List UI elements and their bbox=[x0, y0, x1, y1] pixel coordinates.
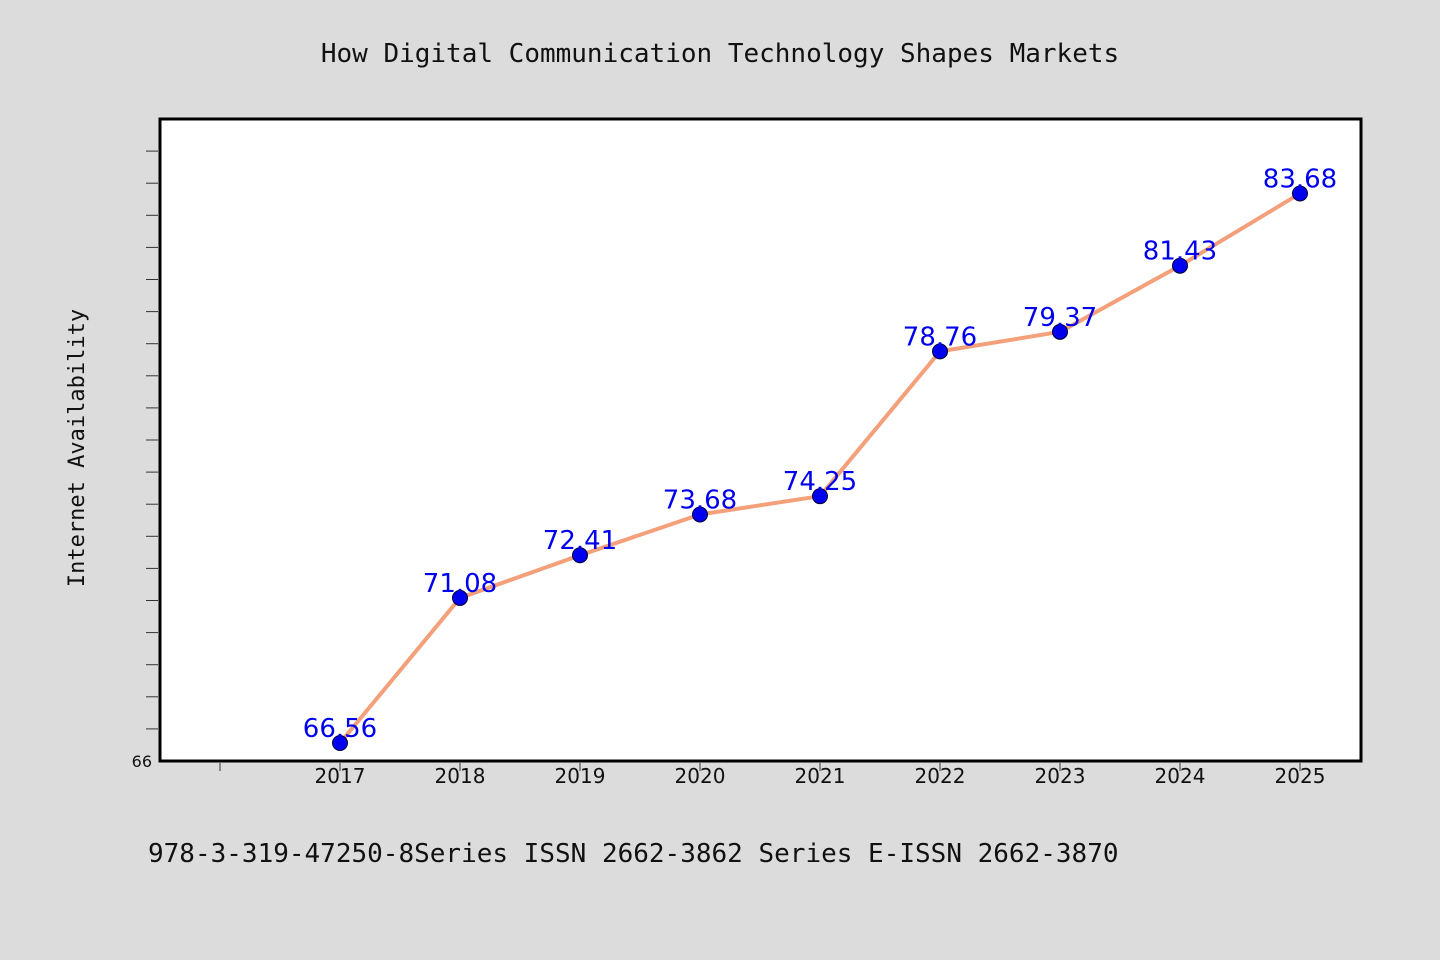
x-tick-label: 2022 bbox=[915, 764, 966, 788]
y-axis-title: Internet Availability bbox=[65, 309, 90, 587]
x-tick-label: 2024 bbox=[1155, 764, 1206, 788]
plot-area bbox=[158, 117, 1363, 763]
x-tick-label: 2019 bbox=[555, 764, 606, 788]
data-point bbox=[1052, 323, 1068, 340]
data-point bbox=[572, 547, 588, 564]
data-label: 78.76 bbox=[903, 322, 977, 352]
data-markers bbox=[332, 185, 1308, 752]
data-label: 72.41 bbox=[543, 526, 617, 556]
chart-title: How Digital Communication Technology Sha… bbox=[321, 39, 1119, 69]
x-axis-ticks bbox=[219, 763, 1301, 771]
x-tick-label: 2021 bbox=[795, 764, 846, 788]
y-axis-ticks bbox=[146, 150, 158, 730]
footer-text: 978-3-319-47250-8Series ISSN 2662-3862 S… bbox=[148, 839, 1119, 869]
data-label: 73.68 bbox=[663, 485, 737, 515]
x-tick-label: 2025 bbox=[1275, 764, 1326, 788]
data-label: 71.08 bbox=[423, 569, 497, 599]
data-point bbox=[932, 343, 948, 360]
data-label: 79.37 bbox=[1023, 303, 1097, 333]
data-label: 83.68 bbox=[1263, 164, 1337, 194]
data-point bbox=[1172, 257, 1188, 274]
x-axis-labels: 2017 2018 2019 2020 2021 2022 2023 2024 2025 bbox=[315, 764, 1326, 788]
data-label: 81.43 bbox=[1143, 237, 1217, 267]
data-point bbox=[452, 589, 468, 606]
y-tick-label: 66 bbox=[132, 752, 152, 771]
data-point bbox=[812, 488, 828, 505]
x-tick-label: 2023 bbox=[1035, 764, 1086, 788]
data-point bbox=[692, 506, 708, 523]
x-tick-label: 2020 bbox=[675, 764, 726, 788]
data-labels: 66.56 71.08 72.41 73.68 74.25 78.76 79.37 81.43… bbox=[303, 164, 1337, 744]
data-label: 66.56 bbox=[303, 714, 377, 744]
x-tick-label: 2017 bbox=[315, 764, 366, 788]
x-tick-label: 2018 bbox=[435, 764, 486, 788]
data-point bbox=[1292, 185, 1308, 202]
data-point bbox=[332, 735, 348, 752]
data-label: 74.25 bbox=[783, 467, 857, 497]
